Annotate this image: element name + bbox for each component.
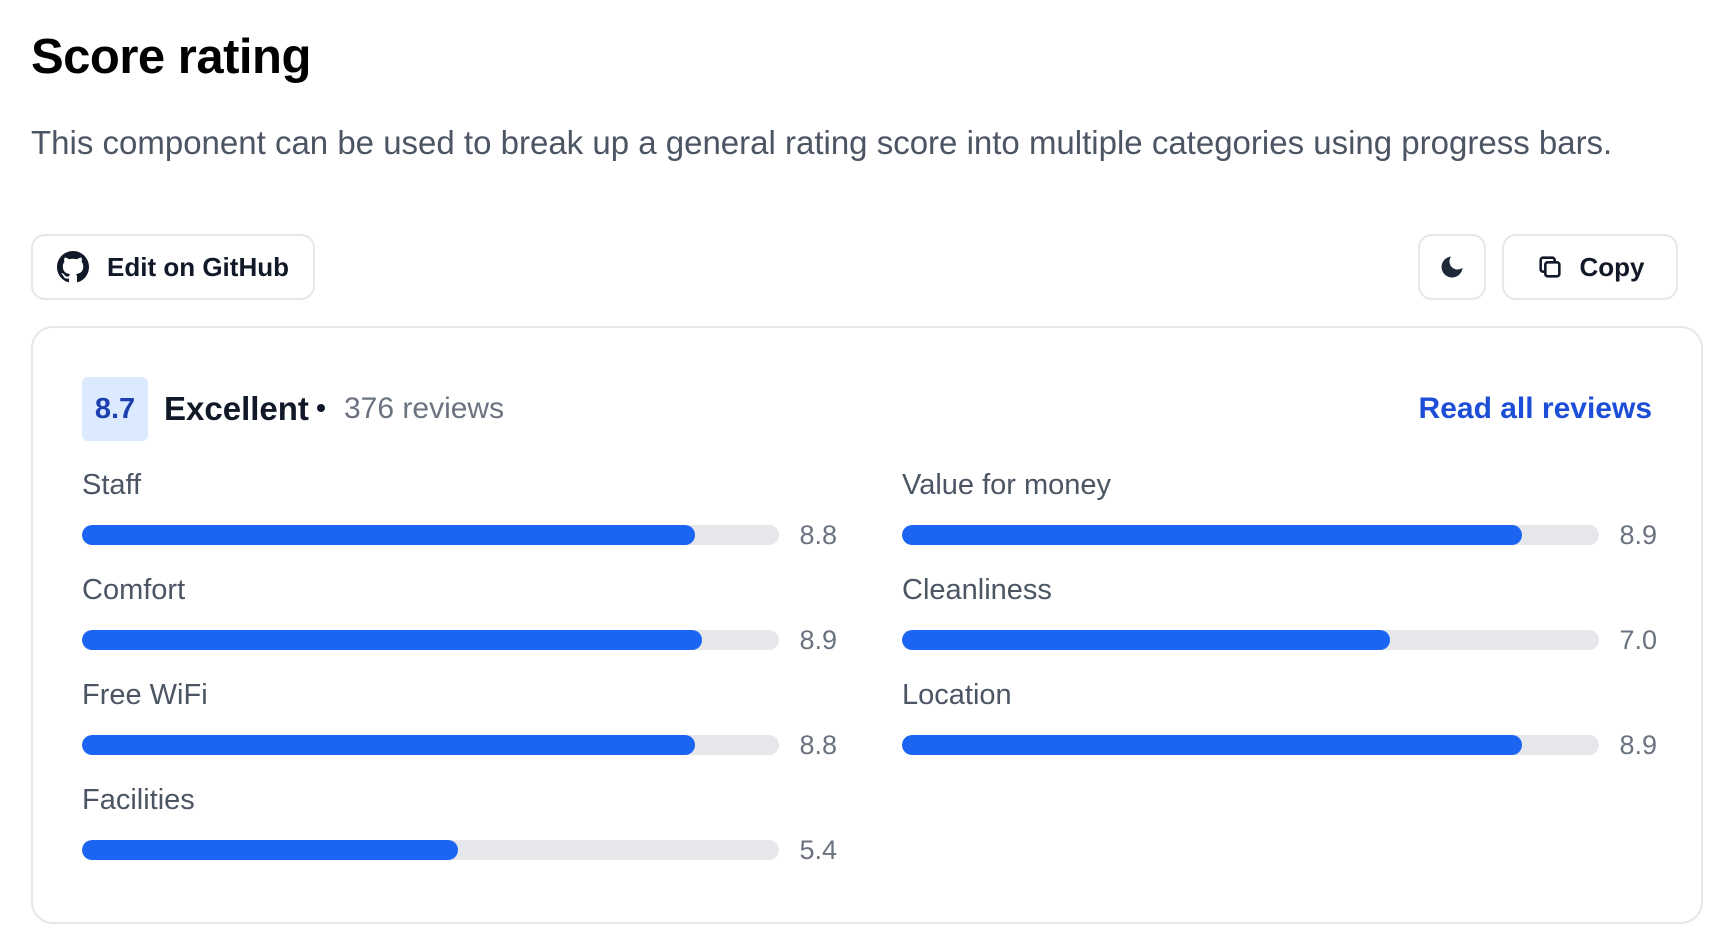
review-count: 376 reviews — [344, 392, 505, 425]
progress-fill — [902, 630, 1390, 650]
progress-track — [82, 840, 779, 860]
github-icon — [57, 251, 90, 283]
score-rating-card: 8.7 Excellent 376 reviews Read all revie… — [31, 326, 1703, 924]
metric-value: 8.8 — [799, 520, 837, 550]
metric-label: Comfort — [82, 574, 186, 606]
metric-label: Staff — [82, 469, 142, 501]
metric-staff: Staff 8.8 — [82, 468, 837, 550]
progress-track — [902, 735, 1599, 755]
metric-value: 8.9 — [799, 625, 837, 655]
copy-icon — [1538, 256, 1561, 278]
read-all-reviews-link[interactable]: Read all reviews — [1418, 392, 1652, 425]
metric-label: Value for money — [902, 469, 1112, 501]
metric-label: Cleanliness — [902, 574, 1052, 606]
progress-fill — [902, 735, 1523, 755]
edit-on-github-label: Edit on GitHub — [107, 251, 289, 282]
moon-icon — [1441, 256, 1463, 278]
edit-on-github-button[interactable]: Edit on GitHub — [31, 234, 315, 300]
progress-fill — [82, 735, 696, 755]
progress-fill — [902, 525, 1523, 545]
metric-cleanliness: Cleanliness 7.0 — [902, 573, 1657, 655]
metric-value: 8.9 — [1619, 730, 1657, 760]
theme-toggle-button[interactable] — [1418, 234, 1486, 300]
progress-fill — [82, 525, 696, 545]
metric-value: 8.9 — [1619, 520, 1657, 550]
metric-location: Location 8.9 — [902, 678, 1657, 760]
metric-facilities: Facilities 5.4 — [82, 783, 837, 865]
progress-track — [82, 630, 779, 650]
progress-track — [902, 525, 1599, 545]
progress-fill — [82, 630, 703, 650]
metric-label: Free WiFi — [82, 679, 208, 711]
metric-label: Location — [902, 679, 1012, 711]
score-badge: 8.7 — [82, 377, 148, 441]
metric-free-wifi: Free WiFi 8.8 — [82, 678, 837, 760]
metric-comfort: Comfort 8.9 — [82, 573, 837, 655]
metric-value: 5.4 — [799, 835, 837, 865]
copy-label: Copy — [1579, 251, 1645, 282]
metric-label: Facilities — [82, 784, 195, 816]
copy-button[interactable]: Copy — [1502, 234, 1678, 300]
rating-label: Excellent — [164, 390, 309, 427]
page-description: This component can be used to break up a… — [31, 124, 1613, 161]
progress-fill — [82, 840, 459, 860]
metric-value: 8.8 — [799, 730, 837, 760]
progress-track — [82, 735, 779, 755]
page-title: Score rating — [31, 30, 311, 84]
progress-track — [902, 630, 1599, 650]
metric-value-for-money: Value for money 8.9 — [902, 468, 1657, 550]
progress-track — [82, 525, 779, 545]
dot-separator — [317, 404, 325, 412]
metric-value: 7.0 — [1619, 625, 1657, 655]
